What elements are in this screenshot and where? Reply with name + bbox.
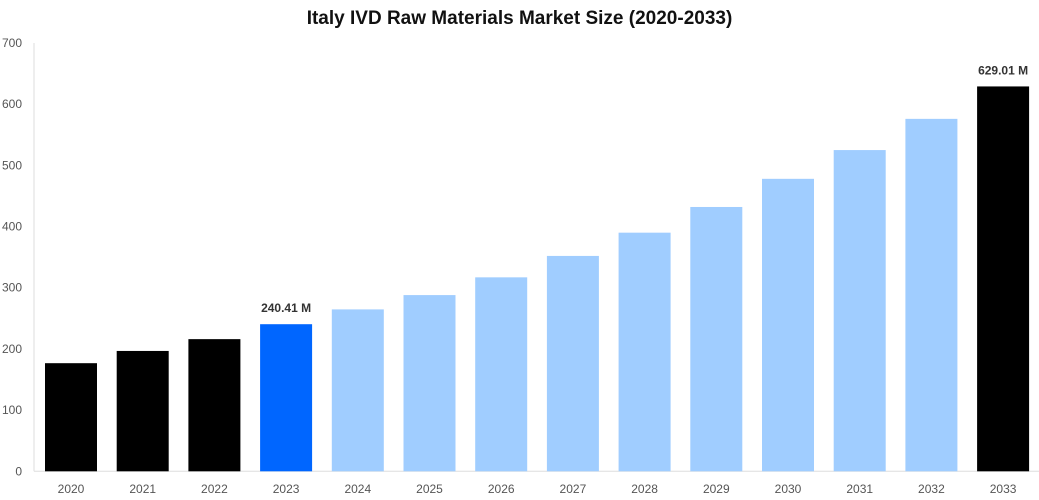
y-tick-label: 100	[2, 403, 22, 417]
bar-2028	[618, 232, 671, 472]
x-tick-label: 2028	[631, 482, 658, 496]
chart-title: Italy IVD Raw Materials Market Size (202…	[306, 8, 733, 29]
bar-2022	[188, 339, 241, 472]
data-label-2033: 629.01 M	[978, 63, 1028, 77]
y-tick-label: 600	[2, 97, 22, 111]
y-tick-label: 300	[2, 281, 22, 295]
x-tick-label: 2032	[918, 482, 945, 496]
x-tick-label: 2022	[201, 482, 228, 496]
x-tick-label: 2024	[344, 482, 371, 496]
x-tick-label: 2020	[58, 482, 85, 496]
y-tick-label: 200	[2, 342, 22, 356]
bar-2033	[977, 86, 1030, 472]
x-tick-label: 2025	[416, 482, 443, 496]
y-tick-label: 700	[2, 36, 22, 50]
x-tick-label: 2026	[488, 482, 515, 496]
y-tick-label: 400	[2, 220, 22, 234]
bar-2020	[45, 363, 97, 472]
bar-2025	[403, 295, 456, 472]
x-tick-label: 2027	[560, 482, 587, 496]
bar-2032	[905, 118, 958, 472]
x-tick-label: 2031	[846, 482, 873, 496]
x-tick-label: 2021	[129, 482, 156, 496]
bar-2030	[762, 178, 814, 472]
bar-2021	[116, 350, 169, 472]
bar-2027	[546, 255, 599, 472]
x-tick-label: 2030	[775, 482, 802, 496]
bar-2024	[331, 309, 384, 472]
bar-2023	[260, 324, 313, 472]
data-label-2023: 240.41 M	[261, 301, 311, 315]
bar-2026	[475, 277, 528, 472]
bar-2031	[833, 150, 886, 472]
x-tick-label: 2023	[273, 482, 300, 496]
y-tick-label: 500	[2, 158, 22, 172]
x-tick-label: 2033	[990, 482, 1017, 496]
x-tick-label: 2029	[703, 482, 730, 496]
bar-2029	[690, 206, 743, 472]
y-tick-label: 0	[15, 464, 22, 478]
